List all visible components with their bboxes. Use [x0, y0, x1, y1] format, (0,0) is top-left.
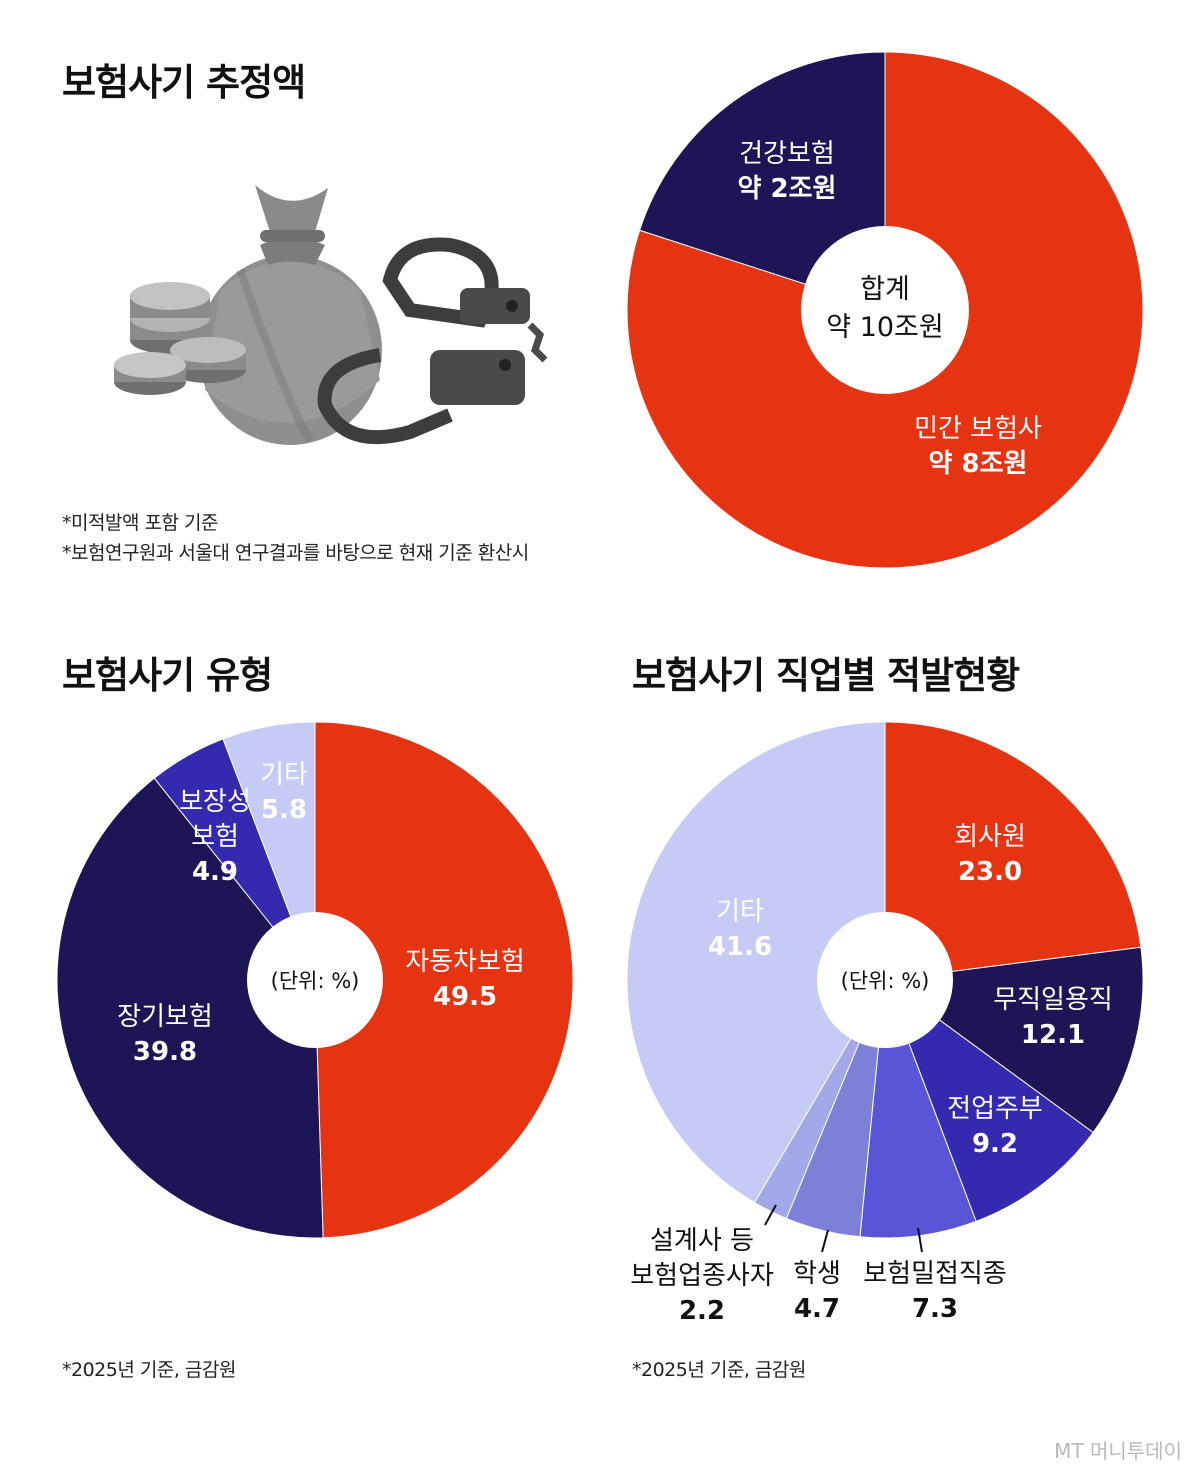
leader-line	[821, 1229, 829, 1253]
slice-category-label: 보험	[191, 822, 239, 852]
slice-category-label: 보험업종사자	[630, 1261, 774, 1291]
leader-line	[917, 1227, 923, 1253]
slice-category-label: 학생	[793, 1259, 841, 1289]
slice-category-label: 자동차보험	[405, 947, 525, 977]
types-title: 보험사기 유형	[62, 654, 273, 697]
slice-value-label: 49.5	[433, 982, 497, 1012]
slice-category-label: 민간 보험사	[914, 414, 1042, 444]
pie-center-label: 합계	[860, 274, 910, 305]
slice-value-label: 4.7	[794, 1294, 840, 1324]
slice-value-label: 23.0	[958, 857, 1022, 887]
slice-category-label: 건강보험	[739, 139, 835, 169]
slice-category-label: 기타	[716, 897, 764, 927]
pie-slice	[222, 721, 316, 981]
slice-value-label: 12.1	[1021, 1020, 1085, 1050]
types-note: *2025년 기준, 금감원	[62, 1359, 236, 1381]
pie-slice	[56, 777, 324, 1239]
occupations-title: 보험사기 직업별 적발현황	[632, 654, 1020, 697]
pie-center-hole	[801, 226, 969, 394]
estimate-note-1: *미적발액 포함 기준	[62, 512, 218, 534]
slice-category-label: 보장성	[179, 787, 251, 817]
slice-value-label: 39.8	[133, 1037, 197, 1067]
pie-slice	[626, 51, 1144, 569]
handcuffs-icon	[317, 237, 548, 445]
pie-center-label: (단위: %)	[271, 969, 360, 993]
slice-category-label: 기타	[260, 760, 308, 790]
slice-value-label: 41.6	[708, 932, 772, 962]
occupations-note: *2025년 기준, 금감원	[632, 1359, 806, 1381]
pie-center-label: (단위: %)	[841, 969, 930, 993]
pie-center-hole	[247, 912, 383, 1048]
slice-category-label: 회사원	[954, 822, 1026, 852]
slice-value-label: 4.9	[192, 857, 238, 887]
slice-value-label: 9.2	[972, 1129, 1018, 1159]
pie-slice	[626, 721, 886, 1204]
pie-slice	[883, 978, 1094, 1223]
pie-center-label: 약 10조원	[826, 312, 943, 343]
watermark: MT 머니투데이	[1054, 1439, 1182, 1463]
slice-value-label: 약 2조원	[738, 174, 837, 204]
slice-category-label: 설계사 등	[650, 1226, 754, 1256]
estimate-note-2: *보험연구원과 서울대 연구결과를 바탕으로 현재 기준 환산시	[62, 542, 529, 564]
pie-slice	[884, 721, 1142, 981]
slice-value-label: 7.3	[912, 1294, 958, 1324]
slice-category-label: 무직일용직	[993, 985, 1113, 1015]
coins-icon	[114, 282, 246, 395]
slice-value-label: 2.2	[679, 1296, 725, 1326]
pie-slice	[638, 51, 886, 311]
illustration	[114, 185, 548, 445]
slice-category-label: 보험밀접직종	[863, 1259, 1007, 1289]
slice-category-label: 장기보험	[117, 1002, 213, 1032]
estimate-title: 보험사기 추정액	[62, 61, 306, 104]
slice-value-label: 약 8조원	[929, 449, 1028, 479]
pie-center-hole	[817, 912, 953, 1048]
pie-slice	[314, 721, 574, 1239]
slice-value-label: 5.8	[261, 795, 307, 825]
leader-line	[764, 1204, 777, 1226]
slice-category-label: 전업주부	[947, 1094, 1043, 1124]
